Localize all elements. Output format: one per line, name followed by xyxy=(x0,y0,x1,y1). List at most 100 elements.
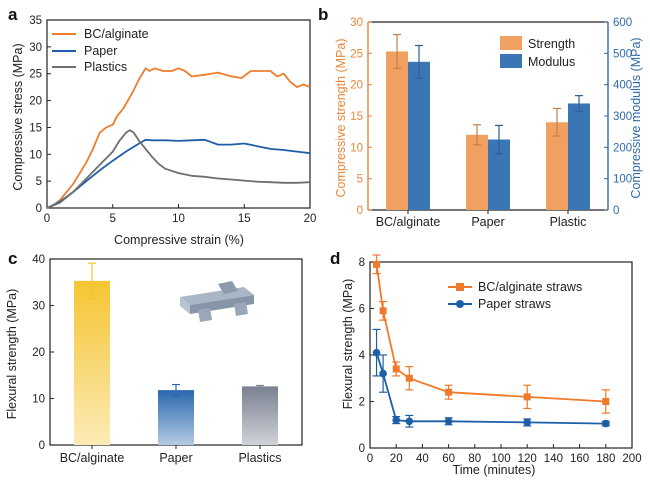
panel-d-point-bc-alginate-straws xyxy=(405,374,413,382)
panel-d-x-tick-label: 160 xyxy=(570,453,589,465)
panel-c-y-tick-label: 0 xyxy=(39,440,45,452)
panel-b-right-tick-label: 0 xyxy=(613,205,619,217)
panel-b-left-axis-label: Compressive strength (MPa) xyxy=(334,38,348,197)
three-point-bending-illustration xyxy=(180,281,254,322)
panel-b-left-tick-label: 20 xyxy=(350,80,363,92)
panel-label-d: d xyxy=(330,249,340,268)
panel-c-bar-2 xyxy=(242,386,278,445)
panel-c-y-tick-label: 30 xyxy=(32,301,45,313)
legend-a-plastics: Plastics xyxy=(84,60,127,74)
panel-b-left-tick-label: 0 xyxy=(357,205,363,217)
panel-d-point-paper-straws xyxy=(444,417,453,426)
panel-c: c Flexural strength (MPa) 0 10 20 30 40 BC/al… xyxy=(5,249,303,465)
legend-d-marker-bc-alginate xyxy=(456,283,464,291)
panel-d-x-axis-label: Time (minutes) xyxy=(453,463,536,477)
panel-b-right-tick-label: 600 xyxy=(613,17,632,29)
panel-b-left-tick-label: 25 xyxy=(350,48,363,60)
panel-b-category-label: BC/alginate xyxy=(376,215,441,229)
panel-b-left-tick-label: 15 xyxy=(350,111,363,123)
panel-b-bar-modulus-2 xyxy=(568,103,590,210)
panel-a-x-axis-label: Compressive strain (%) xyxy=(114,233,244,247)
panel-b-category-label: Paper xyxy=(471,215,504,229)
panel-b-left-tick-label: 30 xyxy=(350,17,363,29)
panel-d-point-bc-alginate-straws xyxy=(373,260,381,268)
panel-a-series-line-bc-alginate xyxy=(46,67,311,209)
panel-d-x-tick-label: 40 xyxy=(416,453,429,465)
legend-d-bc-alginate-straws: BC/alginate straws xyxy=(478,280,582,294)
panel-b-bar-modulus-1 xyxy=(488,139,510,210)
panel-b-bar-strength-0 xyxy=(386,51,408,210)
panel-d-y-tick-label: 2 xyxy=(359,397,365,409)
panel-d-x-tick-label: 180 xyxy=(596,453,615,465)
panel-d-y-tick-label: 8 xyxy=(359,257,365,269)
panel-b-right-axis-label: Compressive modulus (MPa) xyxy=(629,37,643,198)
panel-b-right-tick-label: 400 xyxy=(613,80,632,92)
panel-b-right-tick-label: 300 xyxy=(613,111,632,123)
panel-b-category-label: Plastic xyxy=(550,215,587,229)
panel-d-point-bc-alginate-straws xyxy=(523,393,531,401)
panel-a-y-tick-label: 30 xyxy=(29,42,42,54)
panel-d-x-tick-label: 0 xyxy=(367,453,373,465)
panel-d-x-tick-label: 20 xyxy=(390,453,403,465)
panel-a-y-tick-label: 20 xyxy=(29,96,42,108)
panel-c-bar-0 xyxy=(74,280,110,445)
legend-b-modulus: Modulus xyxy=(528,55,575,69)
panel-b-left-tick-label: 5 xyxy=(357,174,363,186)
legend-a-paper: Paper xyxy=(84,44,117,58)
panel-d-point-paper-straws xyxy=(602,419,610,428)
panel-d-series-line-paper-straws xyxy=(375,352,606,425)
panel-a-y-axis-label: Compressive stress (MPa) xyxy=(11,43,25,190)
legend-d-marker-paper xyxy=(456,300,464,308)
panel-a-y-tick-label: 15 xyxy=(29,122,42,134)
panel-a-x-tick-label: 20 xyxy=(304,213,317,225)
panel-b-bar-strength-1 xyxy=(466,134,488,210)
panel-d-x-tick-label: 60 xyxy=(442,453,455,465)
panel-d-point-paper-straws xyxy=(392,416,401,424)
legend-b-strength: Strength xyxy=(528,37,575,51)
panel-d-x-tick-label: 200 xyxy=(622,453,641,465)
panel-c-category-label: BC/alginate xyxy=(60,451,125,465)
illustration-support-right xyxy=(234,302,248,316)
illustration-loading-pin xyxy=(218,281,238,294)
panel-d-point-paper-straws xyxy=(523,418,531,427)
illustration-support-left xyxy=(198,308,212,322)
panel-b-right-tick-label: 200 xyxy=(613,142,632,154)
panel-d-y-tick-label: 6 xyxy=(359,304,365,316)
panel-c-bar-1 xyxy=(158,390,194,445)
panel-c-y-tick-label: 10 xyxy=(32,394,45,406)
panel-d-y-axis-label: Flexural strength (MPa) xyxy=(341,279,355,410)
panel-a-legend: BC/alginate Paper Plastics xyxy=(52,27,149,74)
panel-b-right-tick-label: 100 xyxy=(613,174,632,186)
panel-a-y-tick-label: 35 xyxy=(29,15,42,27)
panel-d-point-bc-alginate-straws xyxy=(602,398,610,405)
panel-d-point-bc-alginate-straws xyxy=(392,365,400,373)
panel-d-y-tick-label: 4 xyxy=(359,350,366,362)
panel-d-x-tick-label: 100 xyxy=(491,453,510,465)
panel-b-legend: Strength Modulus xyxy=(500,36,575,69)
panel-d-y-tick-label: 0 xyxy=(359,443,365,455)
panel-a-series-line-paper xyxy=(46,138,311,209)
panel-d-legend: BC/alginate straws Paper straws xyxy=(448,280,582,311)
panel-label-b: b xyxy=(318,5,328,24)
panel-a-y-tick-label: 25 xyxy=(29,69,42,81)
panel-b-bar-modulus-0 xyxy=(408,61,430,210)
panel-b-bar-strength-2 xyxy=(546,122,568,210)
panel-d-point-bc-alginate-straws xyxy=(445,388,453,396)
legend-a-bc-alginate: BC/alginate xyxy=(84,27,149,41)
panel-c-y-tick-label: 40 xyxy=(32,254,45,266)
legend-b-swatch-modulus xyxy=(500,54,522,68)
panel-d: d Time (minutes) Flexural strength (MPa)… xyxy=(330,249,642,477)
panel-a-y-tick-label: 10 xyxy=(29,149,42,161)
panel-a-x-tick-label: 15 xyxy=(238,213,251,225)
panel-c-category-label: Plastics xyxy=(238,451,281,465)
panel-label-c: c xyxy=(8,249,17,268)
legend-d-paper-straws: Paper straws xyxy=(478,297,551,311)
panel-a-series-line-plastics xyxy=(46,129,311,209)
panel-c-y-tick-label: 20 xyxy=(32,347,45,359)
panel-a-x-tick-label: 5 xyxy=(110,213,116,225)
panel-d-x-tick-label: 140 xyxy=(544,453,563,465)
panel-a-y-tick-label: 5 xyxy=(36,176,42,188)
panel-d-x-tick-label: 120 xyxy=(518,453,537,465)
legend-b-swatch-strength xyxy=(500,36,522,50)
